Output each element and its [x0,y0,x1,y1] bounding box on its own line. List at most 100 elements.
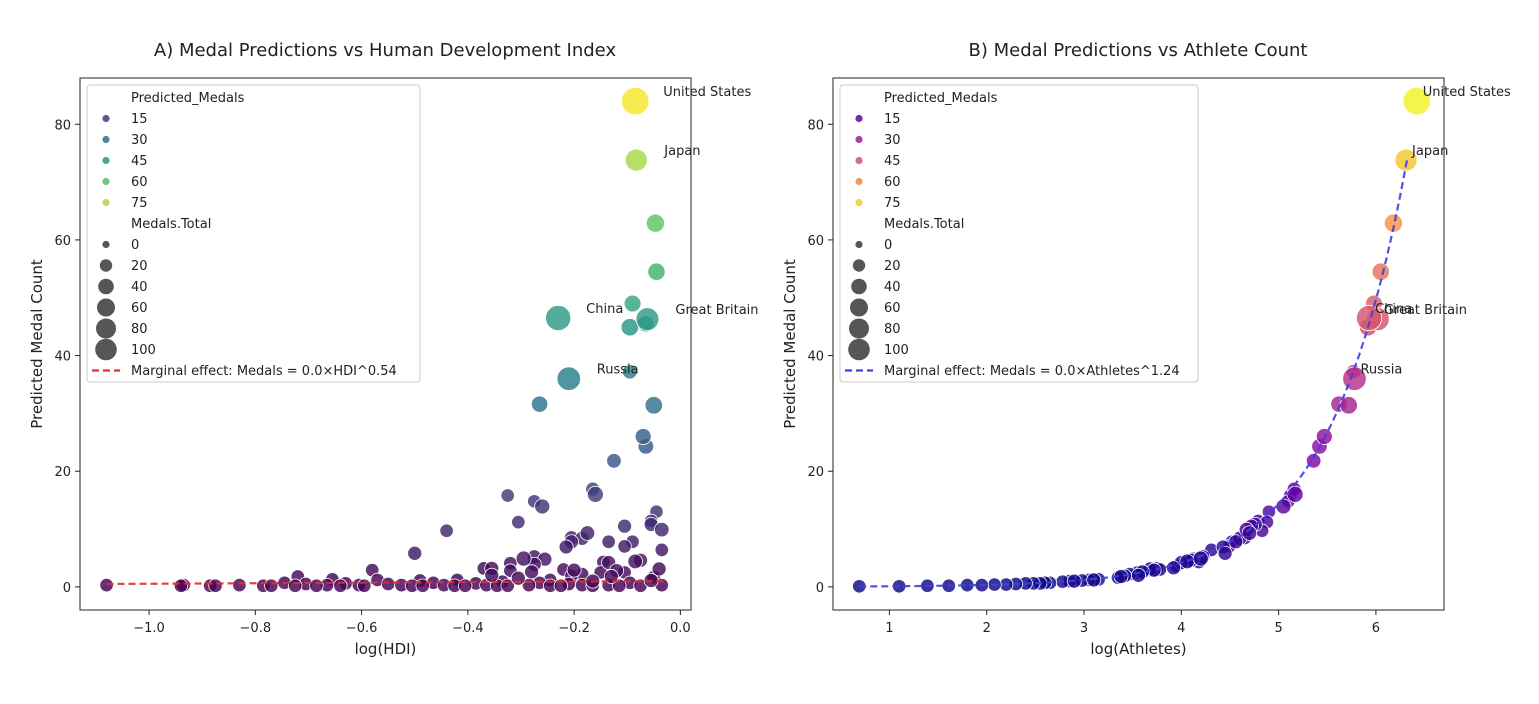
y-tick-label: 80 [807,118,824,133]
y-axis-label: Predicted Medal Count [28,259,46,429]
legend-hue-label: 45 [884,154,901,169]
scatter-point [309,578,324,593]
y-axis-label: Predicted Medal Count [781,259,799,429]
x-axis-label: log(HDI) [355,640,417,658]
scatter-point [651,561,667,577]
scatter-point [510,570,526,586]
chart-title: A) Medal Predictions vs Human Developmen… [154,40,617,61]
scatter-point [627,553,643,570]
x-tick-label: 4 [1177,621,1185,636]
scatter-point [1217,545,1233,561]
x-tick-label: 6 [1372,621,1380,636]
legend-size-label: 60 [131,301,148,316]
legend-hue-label: 60 [884,175,901,190]
labeled-point [624,148,648,172]
scatter-point [622,364,638,380]
point-label: Great Britain [675,303,758,318]
legend-size-label: 20 [131,259,148,274]
scatter-point [407,545,423,561]
legend-hue-label: 30 [884,133,901,148]
legend-hue-marker [102,156,110,165]
legend-hue-title: Predicted_Medals [884,91,998,106]
legend-hue-label: 75 [884,196,901,211]
labeled-point [635,307,660,331]
legend-hue-marker [855,156,863,165]
scatter-point [617,539,632,554]
scatter-point [566,562,582,578]
point-label: United States [663,85,751,100]
scatter-point [1383,213,1403,233]
y-tick-label: 60 [54,234,71,249]
legend-fit-label: Marginal effect: Medals = 0.0×HDI^0.54 [131,364,397,379]
legend-size-marker [97,298,115,317]
scatter-point [603,569,619,584]
x-tick-label: −0.2 [558,621,590,636]
point-label: United States [1423,85,1511,100]
legend-size-label: 40 [131,280,148,295]
plot-frame [79,77,692,611]
scatter-point [99,577,114,593]
legend-hue-label: 45 [131,154,148,169]
scatter-point [524,564,540,580]
legend-size-title: Medals.Total [884,217,964,232]
scatter-point [357,578,372,593]
scatter-point [647,262,666,281]
x-tick-label: 2 [983,621,991,636]
legend: Predicted_Medals 15 30 45 60 75 Medals.Total 0 2… [839,84,1199,383]
scatter-point [1131,567,1146,583]
legend-hue-marker [855,198,863,207]
scatter-point [511,514,526,530]
plot-area [99,86,670,593]
legend-size-label: 0 [131,238,139,253]
legend-size-label: 20 [884,259,901,274]
point-label: China [1375,302,1412,317]
scatter-point [620,318,640,337]
legend-size-label: 60 [884,301,901,316]
scatter-point [617,518,633,534]
legend-hue-label: 30 [131,133,148,148]
legend-box [839,84,1199,383]
legend-size-label: 80 [131,322,148,337]
legend-box [86,84,421,383]
point-label: Japan [663,144,700,159]
chart-title: B) Medal Predictions vs Athlete Count [969,40,1308,61]
legend-size-marker [848,338,870,361]
legend-hue-marker [102,135,110,144]
scatter-point [1371,262,1390,281]
scatter-point [458,578,473,593]
scatter-point [586,485,604,503]
x-axis-label: log(Athletes) [1090,640,1186,658]
scatter-point [1241,525,1258,541]
legend-size-marker [855,240,863,249]
legend: Predicted_Medals 15 30 45 60 75 Medals.Total 0 2… [86,84,421,383]
point-label: Russia [1360,363,1402,378]
legend-hue-marker [102,198,110,207]
legend-size-label: 100 [131,343,156,358]
y-tick-label: 40 [807,350,824,365]
y-tick-label: 0 [63,581,71,596]
scatter-point [606,453,622,469]
plot-area [852,86,1431,594]
legend-hue-label: 15 [131,112,148,127]
legend-size-marker [850,298,868,317]
legend-size-marker [99,259,113,272]
point-label: Russia [597,363,639,378]
scatter-point [1179,553,1195,570]
scatter-point [439,523,454,538]
labeled-point [621,86,650,116]
legend-size-marker [849,318,869,339]
scatter-point [173,578,189,593]
scatter-point [579,525,596,541]
scatter-point [654,521,670,538]
x-tick-label: 5 [1274,621,1282,636]
legend-size-marker [852,259,866,272]
legend-size-label: 40 [884,280,901,295]
labeled-point [556,366,581,391]
scatter-point [333,578,348,593]
scatter-point [634,428,652,445]
legend-size-label: 100 [884,343,909,358]
legend-hue-marker [102,177,110,186]
point-label: Great Britain [1384,303,1467,318]
